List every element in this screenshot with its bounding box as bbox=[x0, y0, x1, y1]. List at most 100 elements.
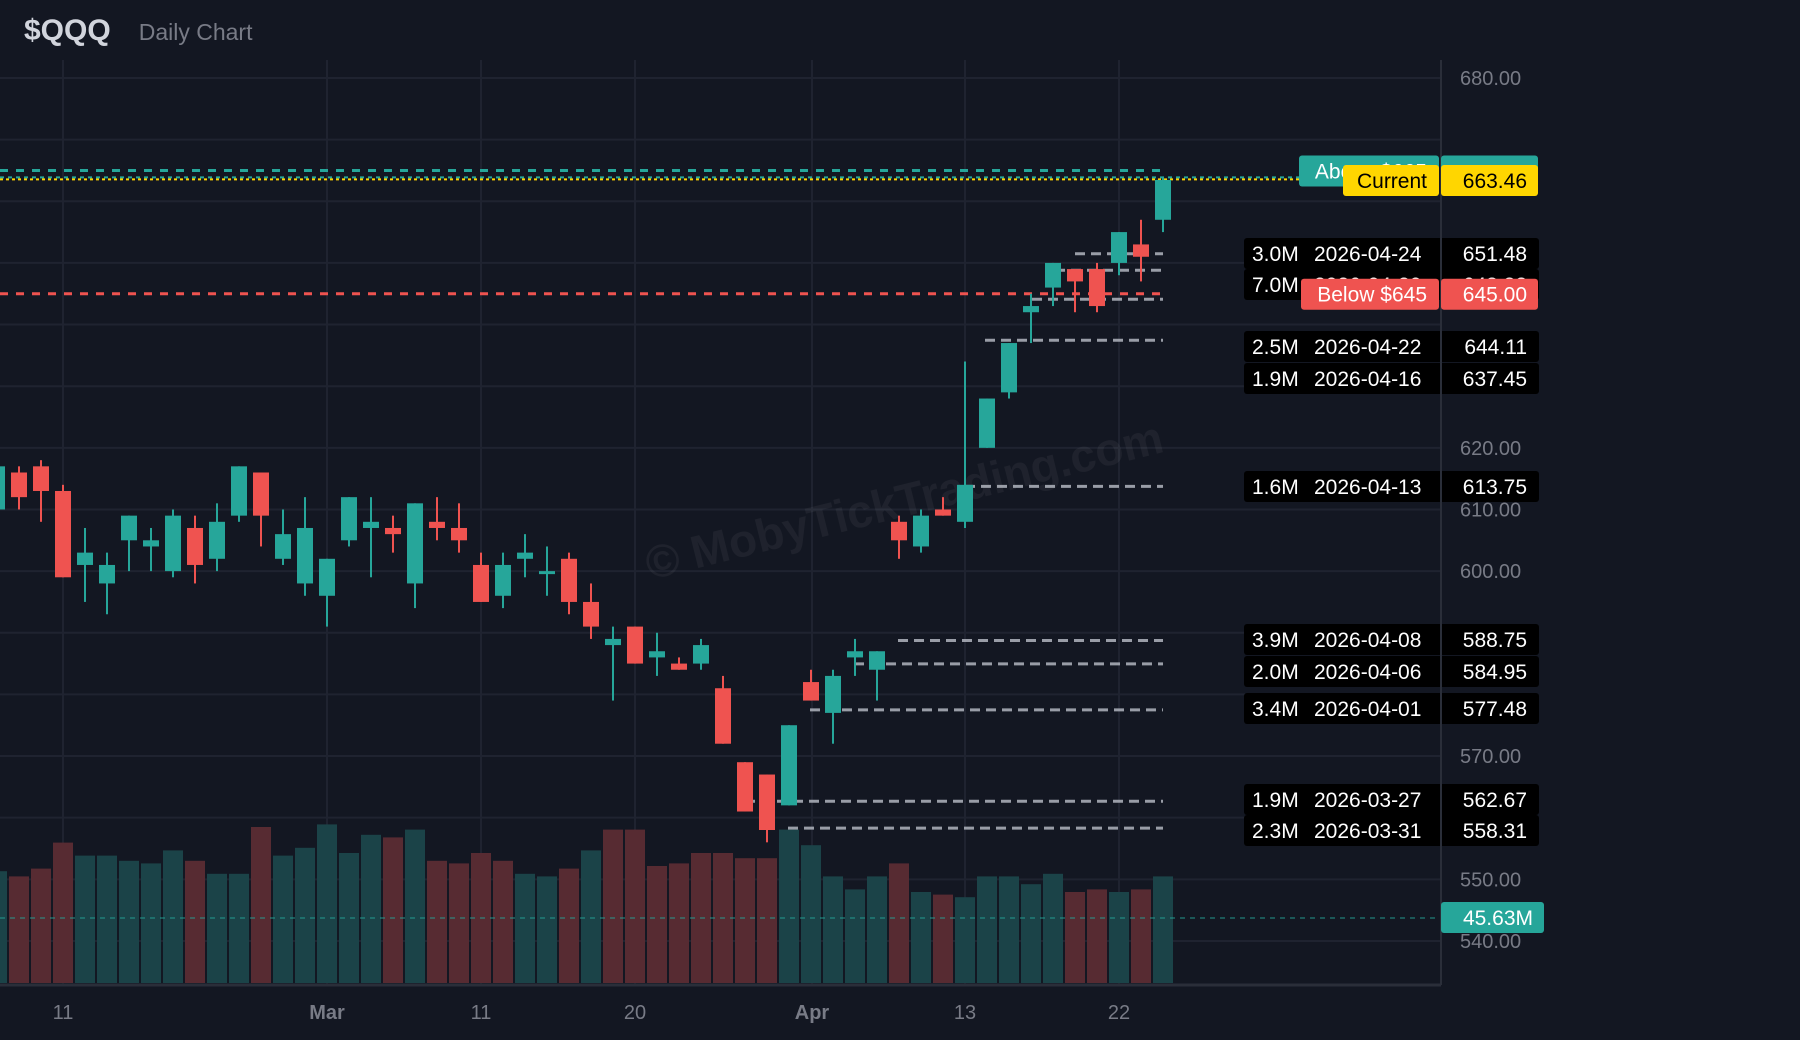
candle bbox=[561, 558, 577, 602]
candle bbox=[77, 552, 93, 565]
candle bbox=[1067, 269, 1083, 282]
candle bbox=[363, 521, 379, 528]
volume-bar bbox=[559, 868, 579, 983]
volume-bar bbox=[999, 876, 1019, 983]
candle bbox=[781, 725, 797, 806]
candle bbox=[825, 675, 841, 713]
candle bbox=[0, 466, 5, 510]
candle bbox=[1001, 343, 1017, 393]
svg-text:558.31: 558.31 bbox=[1463, 820, 1527, 843]
volume-bar bbox=[581, 850, 601, 983]
candle bbox=[737, 762, 753, 812]
svg-text:Below $645: Below $645 bbox=[1317, 284, 1427, 307]
volume-bar bbox=[1131, 889, 1151, 983]
volume-bar bbox=[845, 889, 865, 983]
chart-subtitle: Daily Chart bbox=[138, 19, 253, 45]
x-axis-tick: 22 bbox=[1108, 1002, 1130, 1024]
watermark: © MobyTickTrading.com bbox=[640, 411, 1168, 590]
volume-bar bbox=[647, 866, 667, 983]
watermark-text: © MobyTickTrading.com bbox=[640, 411, 1168, 590]
level-tag bbox=[1244, 363, 1539, 394]
volume-bar bbox=[1109, 892, 1129, 983]
x-axis-tick: 20 bbox=[624, 1002, 646, 1024]
svg-text:651.48: 651.48 bbox=[1463, 243, 1527, 266]
x-axis-tick: Mar bbox=[309, 1002, 345, 1024]
svg-text:584.95: 584.95 bbox=[1463, 661, 1527, 684]
svg-text:644.11: 644.11 bbox=[1464, 336, 1527, 359]
level-tag bbox=[1244, 238, 1539, 269]
volume-bar bbox=[449, 863, 469, 983]
chart-header: $QQQ Daily Chart bbox=[24, 14, 252, 54]
svg-text:637.45: 637.45 bbox=[1463, 368, 1527, 391]
candle bbox=[913, 515, 929, 547]
volume-bar bbox=[911, 892, 931, 983]
candle bbox=[1045, 262, 1061, 288]
candle bbox=[451, 527, 467, 541]
candle bbox=[209, 521, 225, 559]
price-tag bbox=[1441, 278, 1538, 310]
axes: 680.00 620.00 610.00 600.00 570.00 550.00 540.… bbox=[0, 60, 1521, 1024]
candle bbox=[407, 503, 423, 584]
candlesticks bbox=[0, 176, 1171, 843]
svg-text:2026-03-31: 2026-03-31 bbox=[1314, 820, 1421, 843]
level-tag bbox=[1244, 784, 1539, 815]
candle bbox=[187, 527, 203, 565]
svg-text:2.5M: 2.5M bbox=[1252, 336, 1299, 359]
svg-text:2.3M: 2.3M bbox=[1252, 820, 1299, 843]
volume-bar bbox=[273, 855, 293, 983]
volume-bar bbox=[1065, 892, 1085, 983]
volume-bar bbox=[625, 829, 645, 983]
candle bbox=[693, 645, 709, 664]
volume-bar bbox=[603, 829, 623, 983]
volume-bar bbox=[229, 873, 249, 983]
volume-bar bbox=[867, 876, 887, 983]
svg-text:562.67: 562.67 bbox=[1463, 789, 1527, 812]
svg-text:7.0M: 7.0M bbox=[1252, 274, 1299, 297]
volume-bar bbox=[31, 868, 51, 983]
y-axis-tick: 620.00 bbox=[1460, 438, 1521, 460]
volume-bar bbox=[493, 860, 513, 983]
candle bbox=[1155, 179, 1171, 220]
candle bbox=[649, 651, 665, 658]
svg-text:2026-04-13: 2026-04-13 bbox=[1314, 476, 1421, 499]
candle bbox=[319, 558, 335, 596]
level-tag bbox=[1244, 815, 1539, 846]
svg-text:3.0M: 3.0M bbox=[1252, 243, 1299, 266]
candle bbox=[869, 651, 885, 670]
svg-text:2026-04-24: 2026-04-24 bbox=[1314, 243, 1422, 266]
candle bbox=[1111, 232, 1127, 263]
x-axis-tick: 11 bbox=[471, 1002, 492, 1024]
volume-bar bbox=[383, 837, 403, 983]
candle bbox=[759, 774, 775, 831]
candle bbox=[671, 663, 687, 670]
volume-bar bbox=[823, 876, 843, 983]
candle bbox=[583, 601, 599, 627]
candle bbox=[429, 521, 445, 528]
candle bbox=[341, 497, 357, 541]
candle bbox=[165, 515, 181, 572]
svg-text:613.75: 613.75 bbox=[1463, 476, 1527, 499]
svg-text:588.75: 588.75 bbox=[1463, 629, 1527, 652]
volume-bar bbox=[757, 858, 777, 983]
volume-bar bbox=[207, 873, 227, 983]
y-axis-tick: 570.00 bbox=[1460, 746, 1521, 768]
candle bbox=[1023, 306, 1039, 313]
volume-bar bbox=[1043, 873, 1063, 983]
volume-bar bbox=[53, 842, 73, 983]
volume-bar bbox=[405, 829, 425, 983]
candle bbox=[605, 638, 621, 646]
level-tag bbox=[1244, 656, 1539, 687]
svg-text:2026-04-06: 2026-04-06 bbox=[1314, 661, 1421, 684]
candle bbox=[297, 527, 313, 584]
volume-bar bbox=[889, 863, 909, 983]
y-axis-tick: 550.00 bbox=[1460, 869, 1521, 891]
volume-bar bbox=[779, 829, 799, 983]
volume-bar bbox=[119, 860, 139, 983]
volume-bar bbox=[185, 860, 205, 983]
svg-text:577.48: 577.48 bbox=[1463, 698, 1527, 721]
candle bbox=[121, 515, 137, 541]
level-tag bbox=[1244, 331, 1539, 362]
price-tags: Above $665665.00663.88Current663.463.0M2… bbox=[1244, 155, 1544, 933]
candle bbox=[55, 490, 71, 578]
